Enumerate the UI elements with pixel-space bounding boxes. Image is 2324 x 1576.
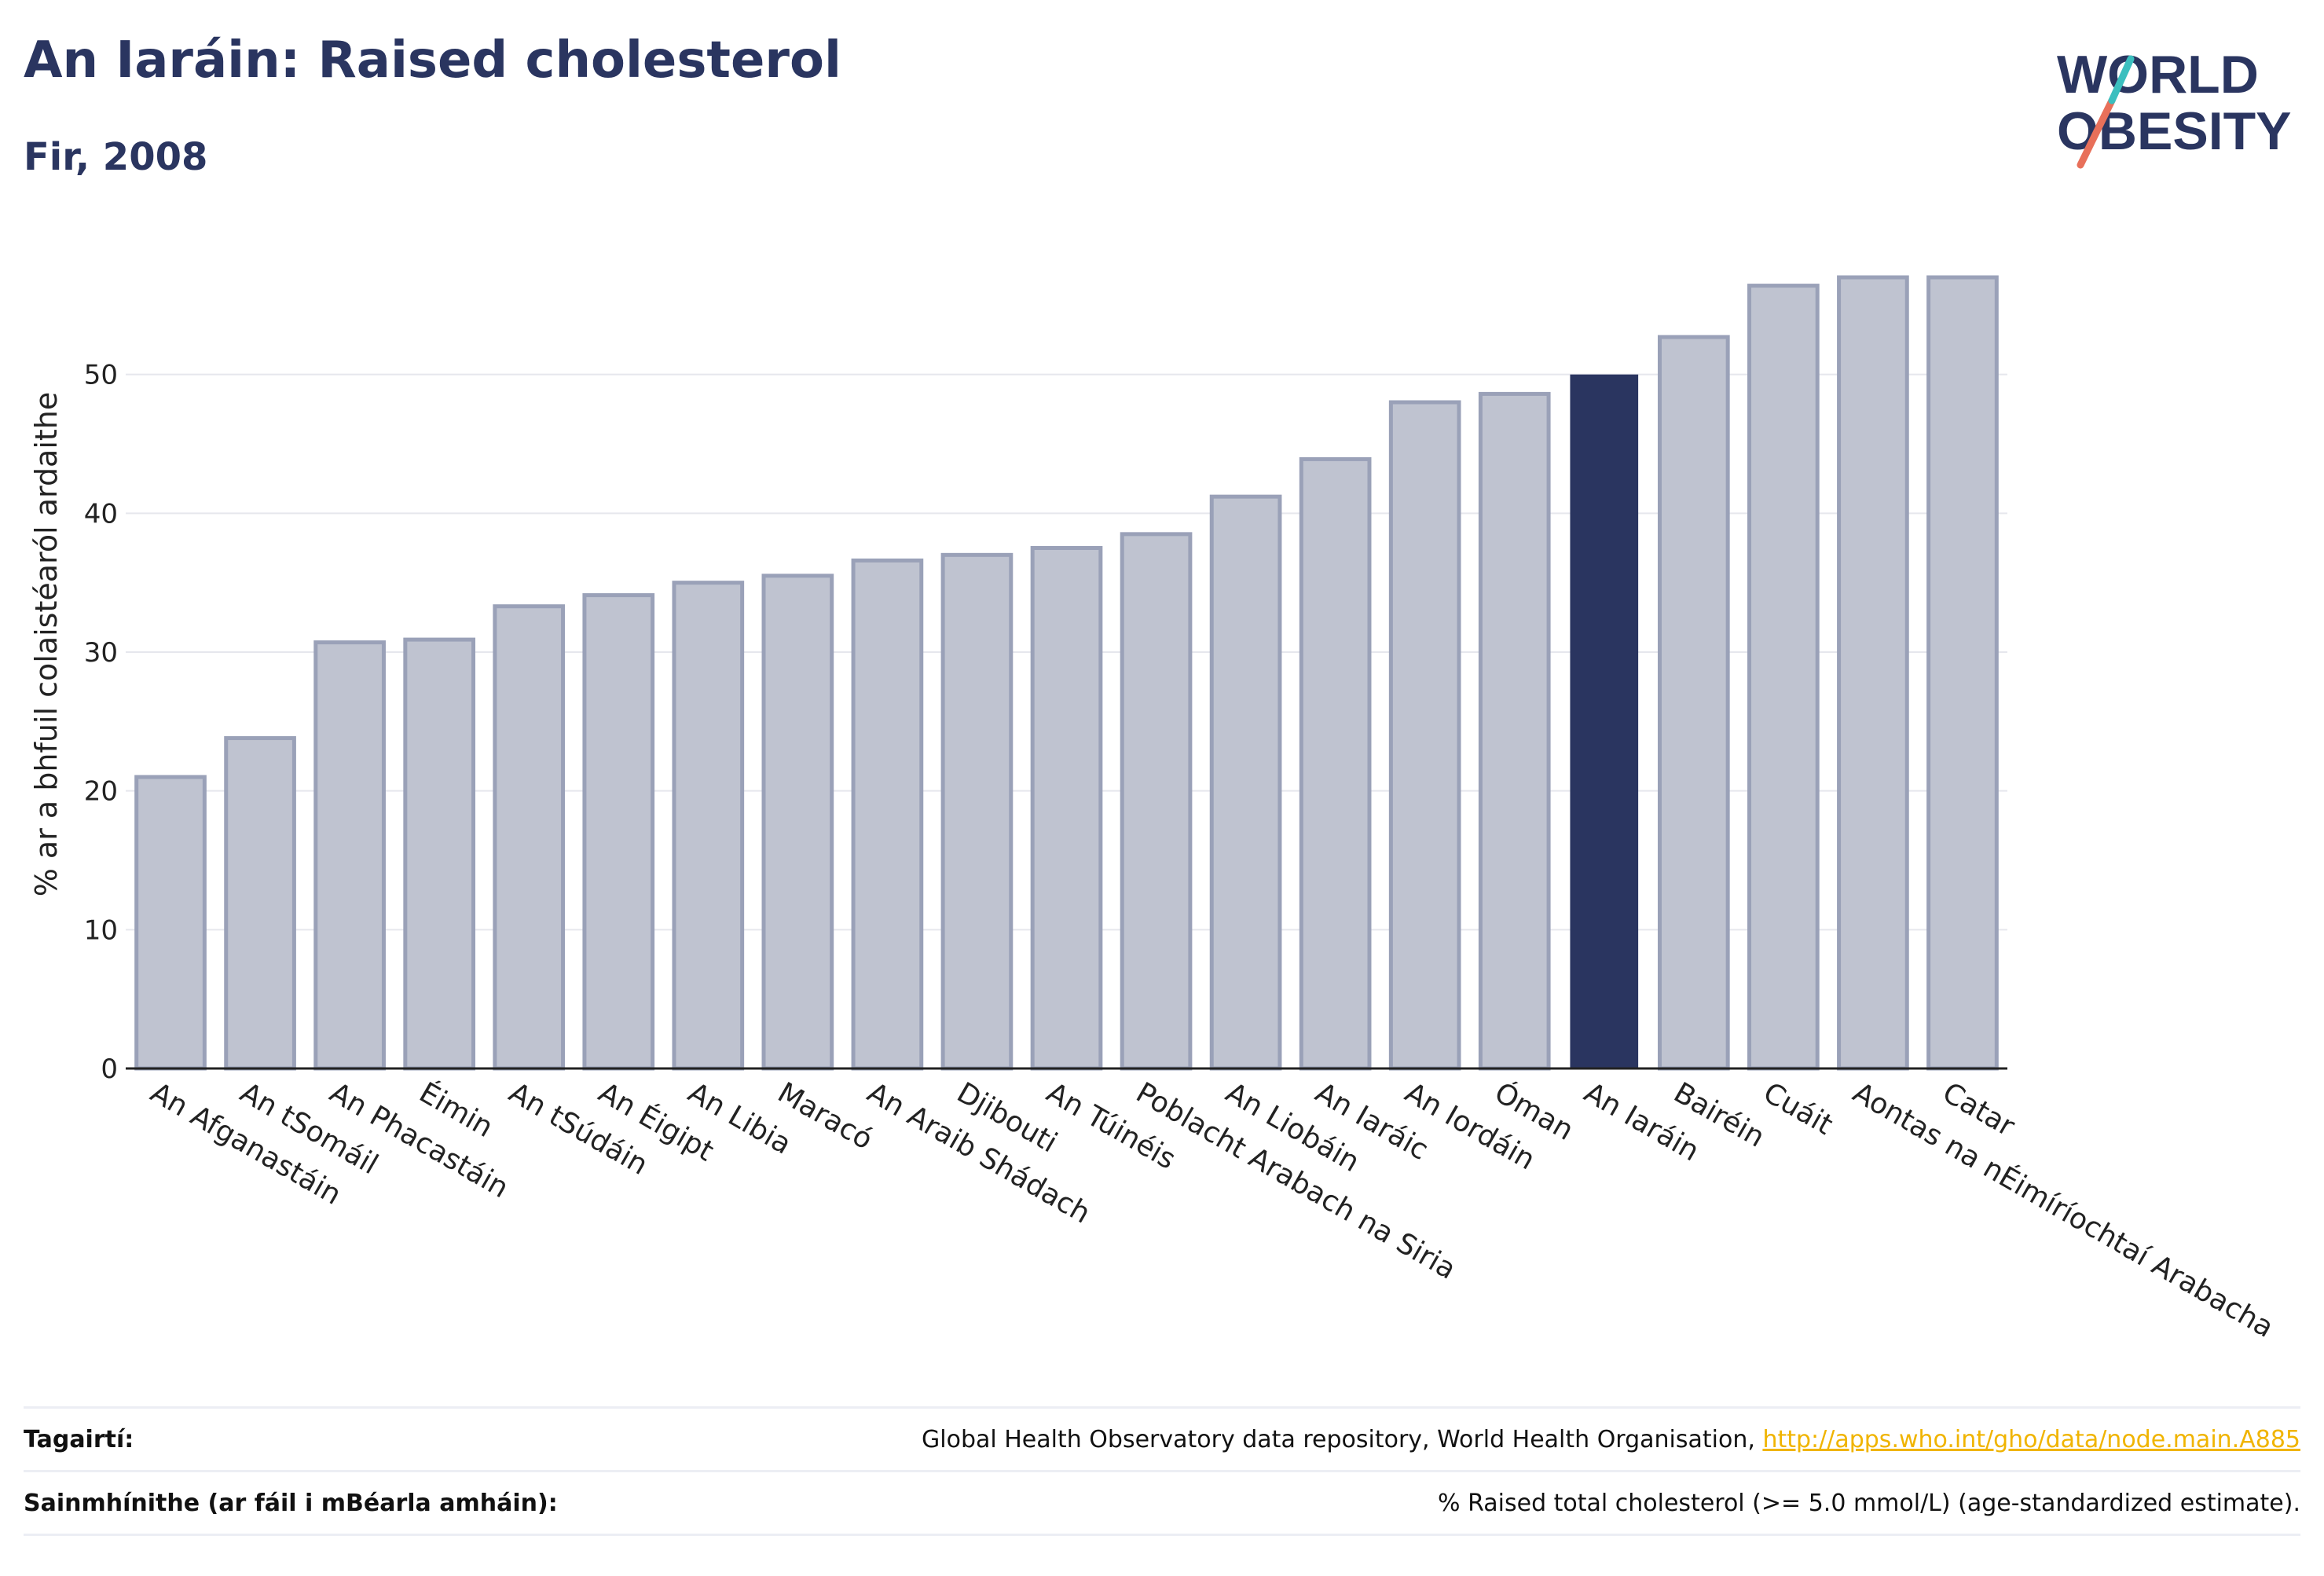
bar — [1570, 374, 1639, 1069]
world-obesity-logo: WORLD OBESITY — [2057, 45, 2292, 169]
definitions-row: Sainmhínithe (ar fáil i mBéarla amháin):… — [24, 1470, 2300, 1536]
x-tick-label: Aontas na nÉimíríochtaí Arabacha — [1847, 1076, 2279, 1344]
page-subtitle: Fir, 2008 — [24, 135, 208, 179]
footer: Tagairtí: Global Health Observatory data… — [24, 1406, 2300, 1536]
bar — [582, 593, 655, 1071]
page-title: An Iaráin: Raised cholesterol — [24, 31, 841, 90]
bar — [493, 604, 566, 1071]
bar — [761, 574, 834, 1071]
bar — [224, 736, 296, 1071]
bar — [1926, 275, 1999, 1071]
bar — [672, 581, 745, 1071]
bar — [403, 637, 476, 1071]
definitions-text: % Raised total cholesterol (>= 5.0 mmol/… — [1438, 1489, 2300, 1517]
bar — [313, 640, 386, 1071]
references-text: Global Health Observatory data repositor… — [922, 1425, 1763, 1453]
bar — [1837, 275, 1909, 1071]
bar — [1388, 400, 1461, 1071]
references-label: Tagairtí: — [24, 1425, 134, 1453]
bar — [1030, 546, 1103, 1071]
logo-line1: WORLD — [2057, 45, 2259, 104]
bar — [1120, 532, 1193, 1071]
bar — [1478, 391, 1551, 1071]
logo-slash-bottom — [2077, 97, 2116, 169]
logo-slash-top — [2108, 55, 2135, 104]
references-link[interactable]: http://apps.who.int/gho/data/node.main.A… — [1762, 1425, 2300, 1453]
y-axis-ticks: 0 10 20 30 40 50 — [84, 360, 118, 1085]
references-value: Global Health Observatory data repositor… — [922, 1426, 2300, 1453]
x-tick-label: Cuáit — [1758, 1076, 1838, 1142]
y-tick-label: 20 — [84, 776, 118, 808]
bar — [1657, 335, 1730, 1071]
y-tick-label: 0 — [101, 1054, 118, 1085]
bars — [134, 275, 1999, 1071]
y-axis-label: % ar a bhfuil colaistéaról ardaithe — [29, 392, 64, 897]
references-row: Tagairtí: Global Health Observatory data… — [24, 1406, 2300, 1470]
bar — [1299, 456, 1372, 1071]
y-tick-label: 40 — [84, 498, 118, 530]
bar — [1209, 494, 1282, 1071]
y-tick-label: 10 — [84, 914, 118, 946]
bar — [1747, 284, 1820, 1071]
y-tick-label: 50 — [84, 360, 118, 391]
y-tick-label: 30 — [84, 637, 118, 669]
bar — [940, 552, 1014, 1071]
bar — [851, 558, 924, 1071]
definitions-label: Sainmhínithe (ar fáil i mBéarla amháin): — [24, 1489, 558, 1517]
bar — [134, 775, 207, 1071]
